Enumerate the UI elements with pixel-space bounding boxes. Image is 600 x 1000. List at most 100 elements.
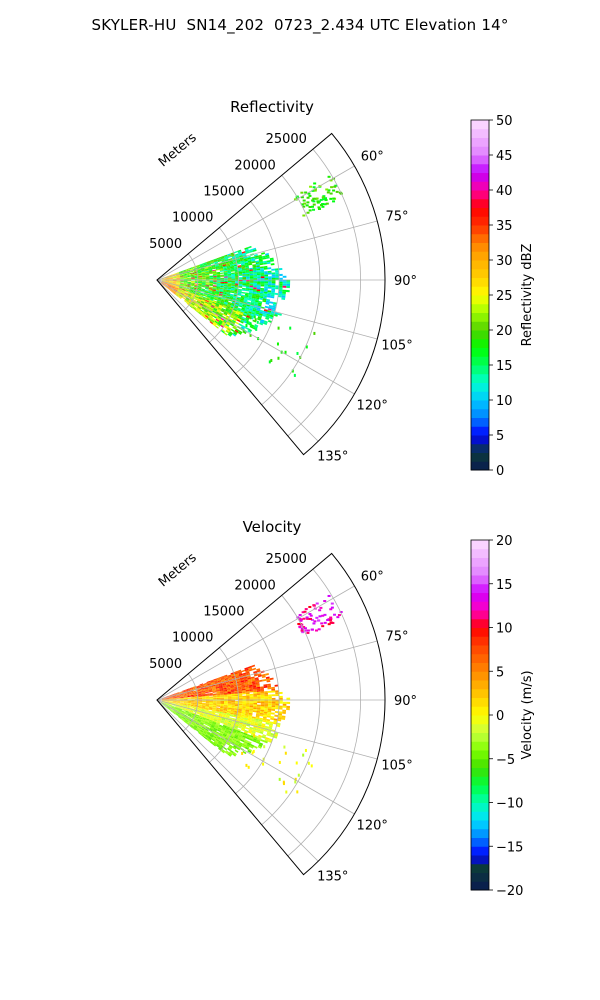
data-cell bbox=[220, 692, 224, 694]
data-cell bbox=[242, 706, 246, 709]
data-cell bbox=[220, 750, 225, 754]
data-cell bbox=[198, 277, 203, 279]
data-cell bbox=[238, 723, 243, 727]
data-cell bbox=[221, 717, 226, 720]
data-cell bbox=[201, 284, 206, 287]
data-cell bbox=[197, 298, 202, 301]
data-cell bbox=[179, 691, 183, 694]
data-cell bbox=[190, 692, 195, 694]
data-cell bbox=[210, 733, 215, 736]
data-cell bbox=[248, 748, 253, 752]
data-cell bbox=[210, 319, 215, 323]
data-cell bbox=[198, 277, 203, 278]
data-cell bbox=[216, 275, 221, 278]
data-cell bbox=[253, 726, 258, 729]
data-cell bbox=[213, 678, 218, 681]
data-cell bbox=[185, 709, 190, 712]
data-cell bbox=[248, 295, 253, 298]
data-cell bbox=[241, 726, 246, 729]
data-cell bbox=[278, 713, 283, 716]
data-cell bbox=[165, 701, 170, 703]
colorbar-segment bbox=[471, 251, 489, 261]
data-cell bbox=[178, 708, 183, 710]
data-cell bbox=[163, 285, 167, 288]
data-cell bbox=[186, 708, 190, 710]
data-cell bbox=[296, 351, 299, 355]
data-cell bbox=[185, 719, 189, 722]
data-cell bbox=[225, 307, 230, 310]
data-cell bbox=[198, 705, 202, 707]
data-cell bbox=[206, 717, 210, 720]
data-cell bbox=[267, 705, 272, 708]
data-cell bbox=[234, 285, 239, 288]
data-cell bbox=[180, 278, 184, 279]
data-cell bbox=[239, 312, 244, 316]
data-cell bbox=[172, 283, 177, 285]
data-cell bbox=[211, 293, 216, 295]
data-cell bbox=[234, 712, 238, 714]
data-cell bbox=[178, 296, 182, 299]
data-cell bbox=[187, 283, 191, 285]
data-cell bbox=[180, 292, 185, 295]
colorbar-segment bbox=[471, 636, 489, 646]
data-cell bbox=[265, 253, 270, 256]
data-cell bbox=[253, 282, 258, 285]
data-cell bbox=[262, 312, 267, 316]
data-cell bbox=[172, 701, 177, 703]
data-cell bbox=[263, 262, 268, 265]
data-cell bbox=[178, 287, 183, 290]
data-cell bbox=[208, 691, 213, 693]
data-cell bbox=[183, 282, 188, 284]
data-cell bbox=[225, 716, 230, 719]
data-cell bbox=[169, 281, 173, 282]
data-cell bbox=[200, 300, 205, 304]
data-cell bbox=[255, 263, 260, 266]
data-cell bbox=[248, 292, 253, 295]
data-cell bbox=[172, 277, 177, 279]
data-cell bbox=[223, 273, 228, 275]
data-cell bbox=[212, 301, 217, 305]
data-cell bbox=[188, 713, 193, 715]
data-cell bbox=[320, 204, 324, 207]
data-cell bbox=[200, 308, 205, 311]
data-cell bbox=[225, 715, 230, 718]
data-cell bbox=[205, 690, 209, 693]
data-cell bbox=[186, 706, 191, 708]
data-cell bbox=[201, 288, 206, 290]
data-cell bbox=[198, 278, 203, 280]
data-cell bbox=[223, 254, 228, 257]
data-cell bbox=[180, 697, 184, 698]
data-cell bbox=[223, 709, 228, 711]
data-cell bbox=[182, 287, 187, 289]
data-cell bbox=[168, 285, 172, 287]
colorbar-segment bbox=[471, 303, 489, 313]
data-cell bbox=[206, 313, 210, 317]
data-cell bbox=[281, 715, 286, 719]
data-cell bbox=[241, 713, 246, 716]
data-cell bbox=[282, 703, 287, 706]
data-cell bbox=[209, 728, 213, 732]
data-cell bbox=[253, 674, 258, 677]
data-cell bbox=[232, 309, 237, 313]
data-cell bbox=[251, 679, 256, 682]
data-cell bbox=[248, 261, 253, 264]
data-cell bbox=[271, 276, 276, 278]
colorbar-segment bbox=[471, 837, 489, 847]
data-cell bbox=[253, 276, 258, 279]
data-cell bbox=[256, 727, 261, 730]
data-cell bbox=[230, 688, 235, 691]
data-cell bbox=[238, 689, 242, 691]
data-cell bbox=[168, 284, 172, 287]
data-cell bbox=[248, 714, 253, 717]
data-cell bbox=[173, 710, 177, 713]
data-cell bbox=[231, 276, 236, 278]
data-cell bbox=[246, 313, 251, 317]
data-cell bbox=[221, 260, 226, 263]
data-cell bbox=[208, 686, 212, 689]
data-cell bbox=[200, 302, 204, 305]
data-cell bbox=[205, 273, 210, 275]
data-cell bbox=[173, 290, 177, 293]
data-cell bbox=[234, 705, 239, 708]
data-cell bbox=[264, 704, 269, 707]
data-cell bbox=[227, 704, 232, 706]
